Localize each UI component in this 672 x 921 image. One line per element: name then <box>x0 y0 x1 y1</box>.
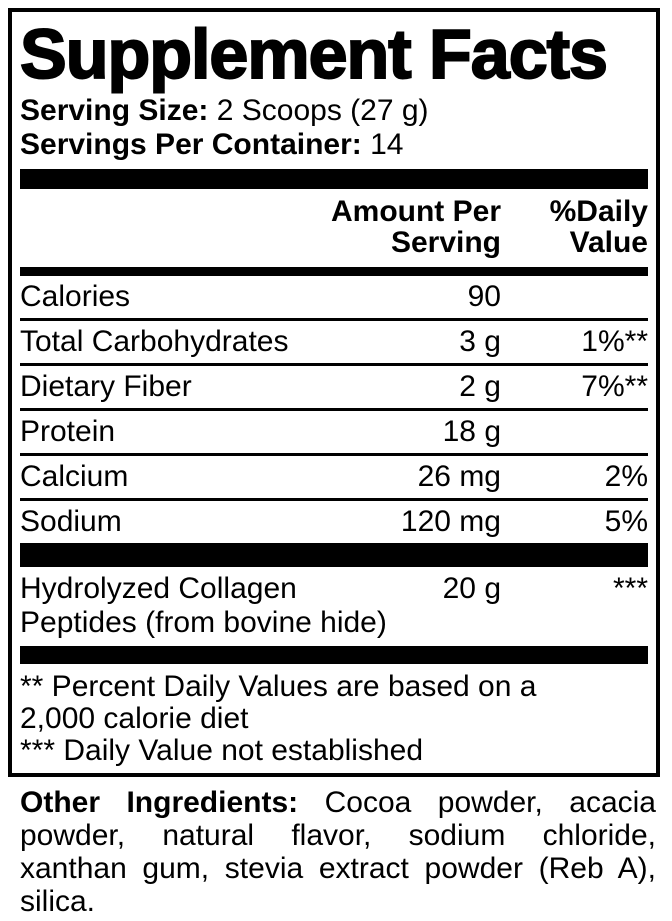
nutrient-daily-value: 5% <box>604 505 648 538</box>
footnote-line: 2,000 calorie diet <box>20 702 249 735</box>
other-ingredients-section: Other Ingredients: Cocoa powder, acacia … <box>20 786 656 918</box>
table-header-row: Amount Per Serving %Daily Value <box>20 189 648 267</box>
other-ingredients-line: silica. <box>20 885 96 918</box>
other-ingredients-line: powder, natural flavor, sodium chloride, <box>20 819 656 852</box>
nutrient-rows: Calories 90 Total Carbohydrates 3 g 1%**… <box>20 276 648 543</box>
servings-per-container-line: Servings Per Container: 14 <box>20 128 648 162</box>
nutrient-amount: 18 g <box>442 415 501 448</box>
other-ingredients-text: Cocoa powder, acacia <box>298 786 656 819</box>
footnotes: ** Percent Daily Values are based on a 2… <box>20 664 648 773</box>
nutrient-name: Total Carbohydrates <box>20 325 289 358</box>
servings-per-container-value: 14 <box>370 128 404 161</box>
separator-bar-thick <box>20 646 648 664</box>
daily-value-header: %Daily Value <box>549 195 648 259</box>
nutrient-amount: 90 <box>467 280 501 313</box>
nutrient-amount: 26 mg <box>417 460 501 493</box>
nutrient-daily-value: *** <box>612 572 648 605</box>
nutrient-amount: 2 g <box>459 370 501 403</box>
separator-bar-thick <box>20 169 648 189</box>
table-row: Calcium 26 mg 2% <box>20 456 648 501</box>
nutrient-name: Calcium <box>20 460 129 493</box>
nutrient-amount: 3 g <box>459 325 501 358</box>
serving-size-label: Serving Size: <box>20 94 209 127</box>
table-row: Total Carbohydrates 3 g 1%** <box>20 321 648 366</box>
amount-per-serving-header: Amount Per Serving <box>330 195 501 259</box>
servings-per-container-label: Servings Per Container: <box>20 128 362 161</box>
panel-title: Supplement Facts <box>19 15 609 93</box>
nutrient-daily-value: 1%** <box>581 325 648 358</box>
separator-bar-medium <box>20 267 648 276</box>
separator-bar-thick <box>20 543 648 567</box>
nutrient-daily-value: 2% <box>604 460 648 493</box>
nutrient-name: Calories <box>20 280 131 313</box>
nutrient-daily-value: 7%** <box>581 370 648 403</box>
nutrient-name: Protein <box>20 415 116 448</box>
other-ingredients-line: Other Ingredients: Cocoa powder, acacia <box>20 786 656 819</box>
table-row: Dietary Fiber 2 g 7%** <box>20 366 648 411</box>
table-row: Protein 18 g <box>20 411 648 456</box>
table-row: Sodium 120 mg 5% <box>20 501 648 543</box>
nutrient-name: Hydrolyzed Collagen Peptides (from bovin… <box>20 572 387 639</box>
nutrient-name: Dietary Fiber <box>20 370 192 403</box>
serving-size-line: Serving Size: 2 Scoops (27 g) <box>20 94 648 128</box>
nutrient-amount: 120 mg <box>400 505 501 538</box>
nutrient-name: Sodium <box>20 505 122 538</box>
footnote-line: ** Percent Daily Values are based on a <box>20 670 537 703</box>
footnote-line: *** Daily Value not established <box>20 734 424 767</box>
supplement-facts-panel: Supplement Facts Serving Size: 2 Scoops … <box>8 8 660 777</box>
table-row: Calories 90 <box>20 276 648 321</box>
table-row-collagen: Hydrolyzed Collagen Peptides (from bovin… <box>20 567 648 646</box>
serving-size-value: 2 Scoops (27 g) <box>216 94 429 127</box>
other-ingredients-label: Other Ingredients: <box>20 786 299 819</box>
other-ingredients-line: xanthan gum, stevia extract powder (Reb … <box>20 852 656 885</box>
nutrient-amount: 20 g <box>442 572 501 605</box>
